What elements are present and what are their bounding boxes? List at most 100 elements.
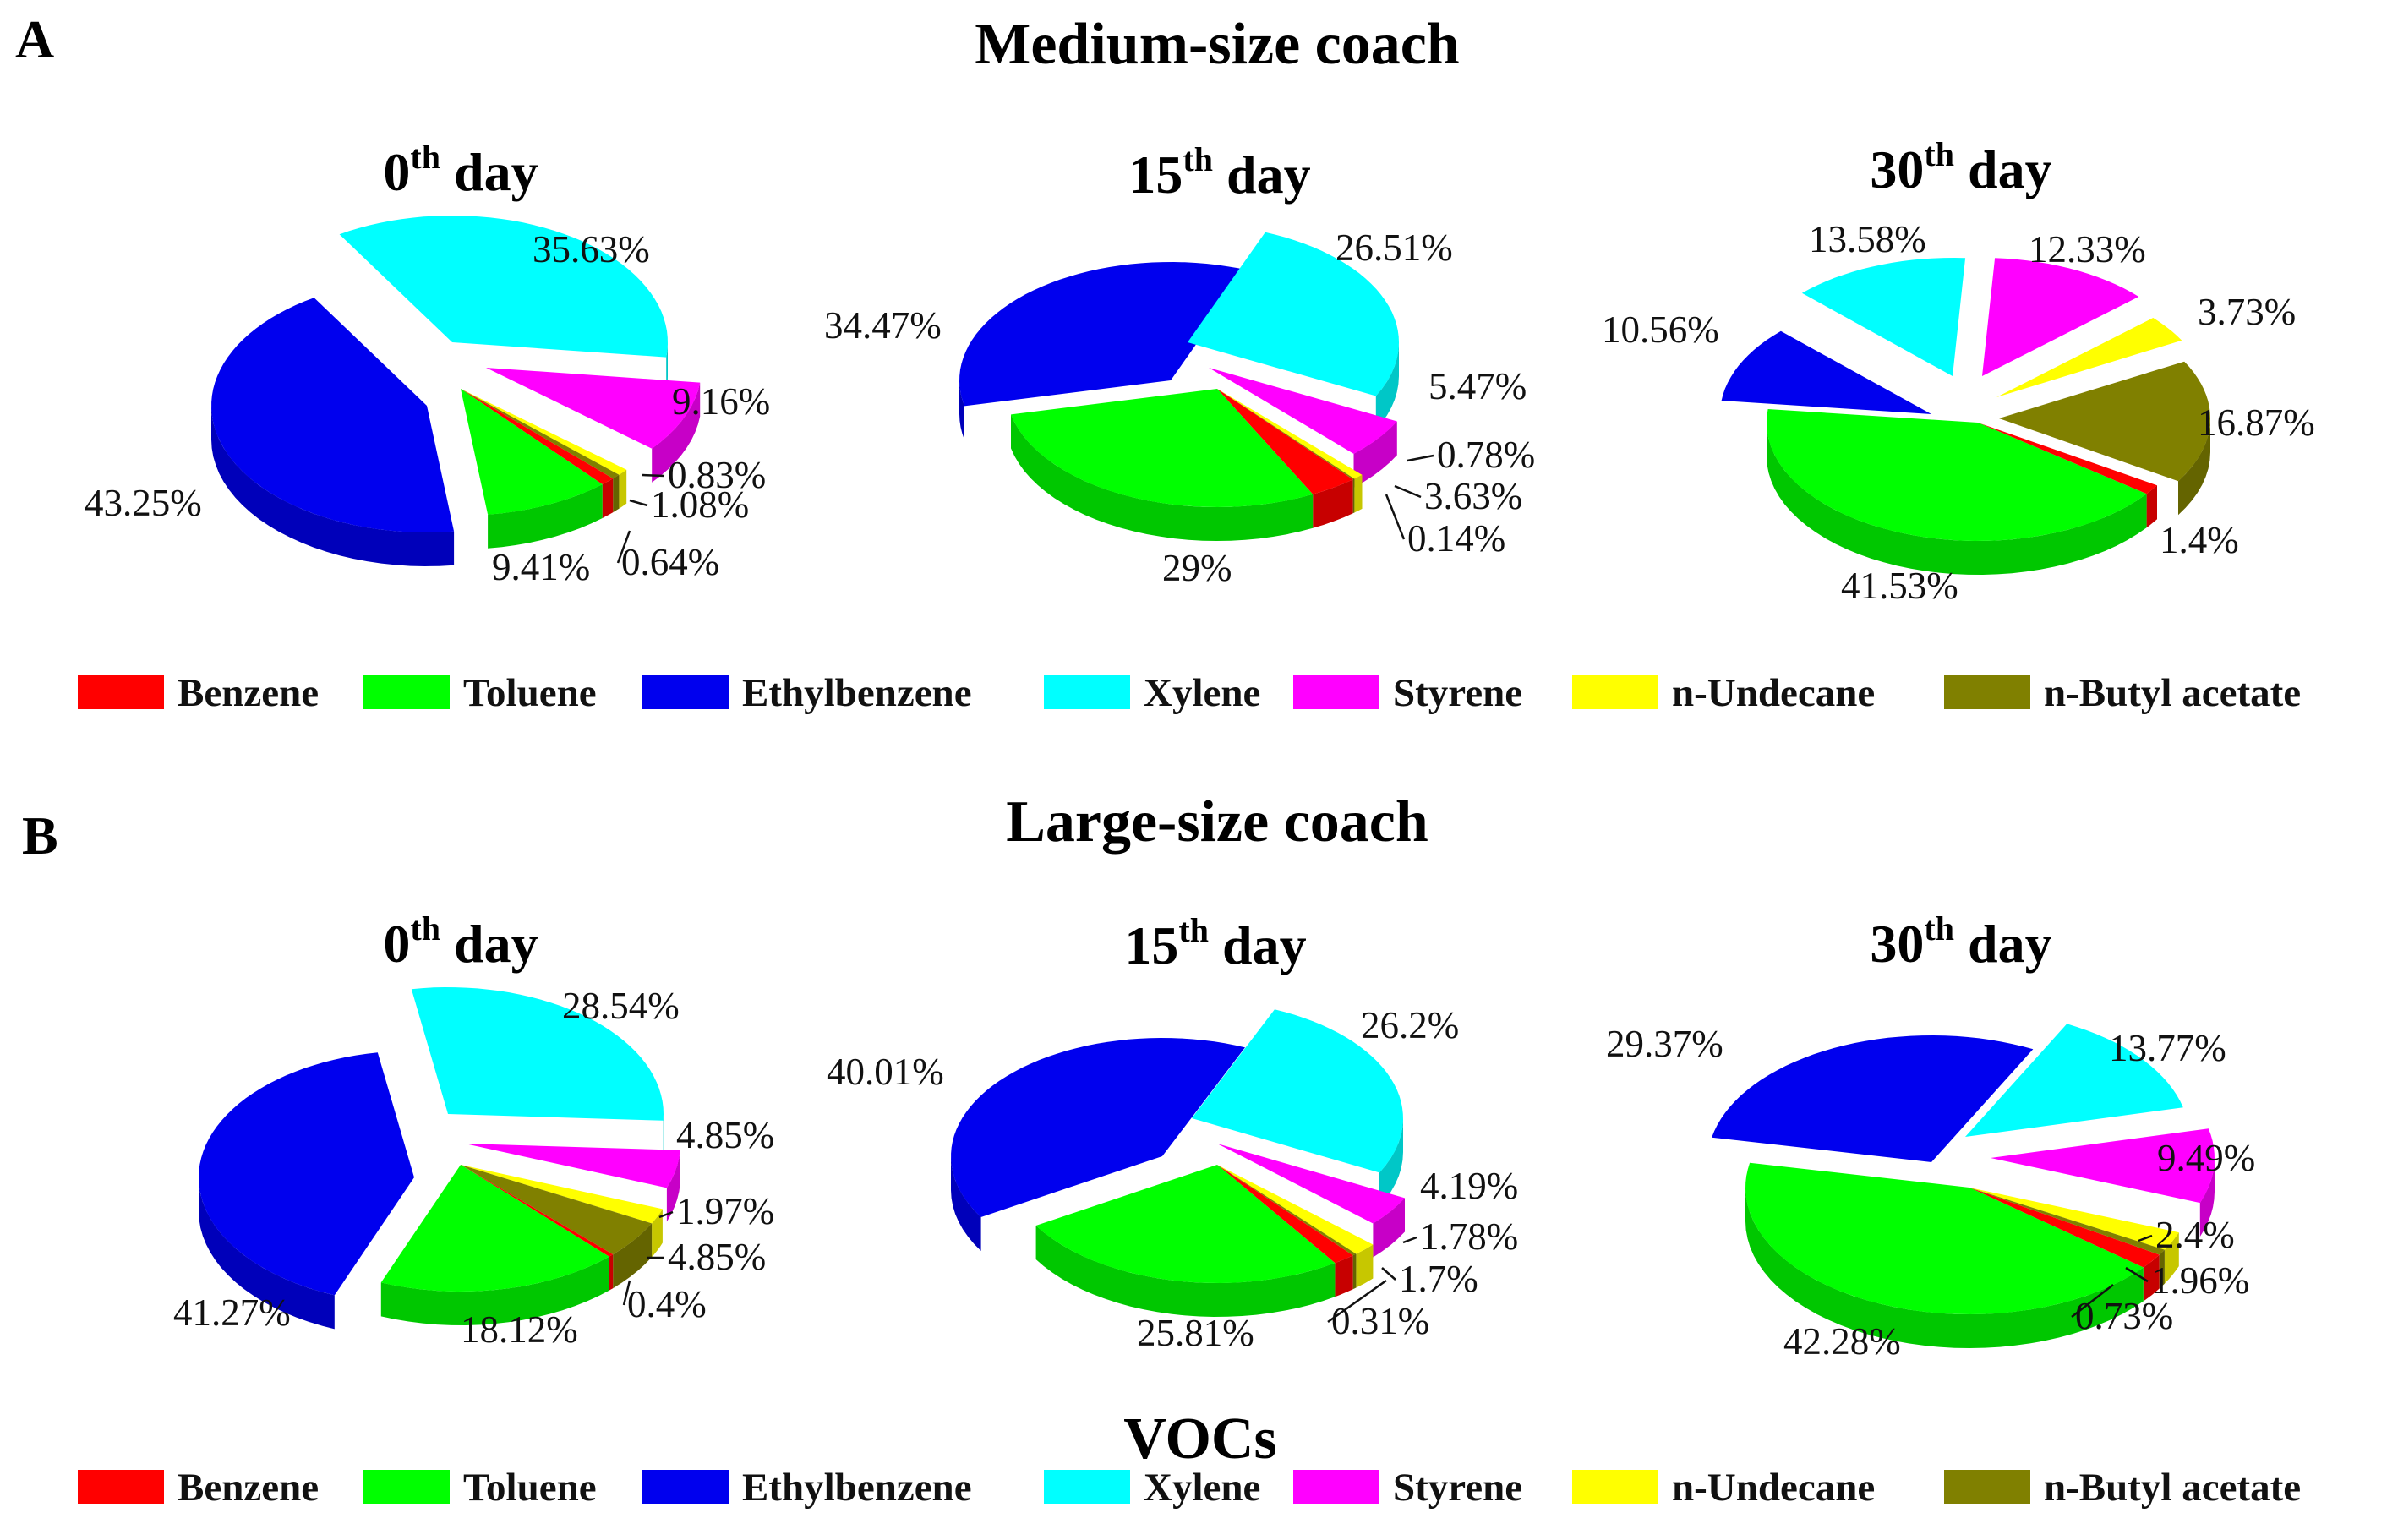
pie-slice-benzene <box>1978 423 2157 494</box>
leader-line <box>2071 1284 2114 1318</box>
legend-label-ethylbenzene: Ethylbenzene <box>742 1466 972 1510</box>
legend-label-toluene: Toluene <box>463 1466 597 1510</box>
legend-panel-b: Benzene Toluene Ethylbenzene Xylene Styrene n… <box>78 1466 2301 1510</box>
pie-b1-title: 15th day <box>1124 911 1306 975</box>
slice-label-styrene: 4.85% <box>676 1114 774 1156</box>
leader-line <box>642 473 665 478</box>
slice-label-n-butyl-acetate: 4.85% <box>668 1236 766 1278</box>
pie-slice-n-butyl-acetate <box>1969 1188 2165 1255</box>
leader-line <box>658 1210 674 1219</box>
pie-slice-ethylbenzene <box>199 1052 414 1296</box>
pie-slice-styrene <box>1991 1128 2215 1204</box>
legend-label-xylene: Xylene <box>1144 671 1260 715</box>
pie-slice-n-undecane <box>461 389 627 475</box>
pie-slice-toluene <box>1035 1165 1336 1283</box>
pie-slice-xylene <box>1801 258 1966 376</box>
pie-slice-side-xylene <box>1375 342 1399 430</box>
slice-label-ethylbenzene: 29.37% <box>1606 1023 1723 1065</box>
slice-label-toluene: 18.12% <box>461 1308 578 1351</box>
slice-label-styrene: 4.19% <box>1420 1165 1518 1207</box>
legend-swatch-styrene <box>1293 675 1379 709</box>
leader-line <box>2138 1234 2153 1242</box>
pie-slice-side-toluene <box>488 484 603 549</box>
slice-label-benzene: 1.08% <box>651 483 749 526</box>
pie-slice-side-ethylbenzene <box>951 1156 981 1251</box>
pie-slice-ethylbenzene <box>211 298 455 532</box>
pie-slice-ethylbenzene <box>951 1038 1245 1217</box>
pie-slice-n-undecane <box>461 1165 663 1224</box>
legend-swatch-xylene <box>1044 1470 1130 1504</box>
pie-slice-styrene <box>486 368 701 449</box>
pie-slice-toluene <box>1767 409 2147 541</box>
pie-slice-n-butyl-acetate <box>461 1165 653 1255</box>
pie-slice-benzene <box>461 389 614 484</box>
pie-slice-ethylbenzene <box>959 262 1248 407</box>
slice-label-styrene: 9.49% <box>2157 1137 2255 1179</box>
pie-slice-toluene <box>1745 1162 2144 1314</box>
slice-label-ethylbenzene: 41.27% <box>173 1292 291 1334</box>
pie-chart-a-day15: 3.63% 29% 34.47% 26.51% 5.47% 0.78% 0.14% <box>824 227 1535 589</box>
pie-slice-benzene <box>1969 1188 2160 1268</box>
legend-swatch-n-undecane <box>1572 675 1658 709</box>
pie-slice-xylene <box>411 987 664 1121</box>
leader-line <box>629 499 648 507</box>
pie-slice-side-n-undecane <box>652 1209 663 1258</box>
slice-label-styrene: 12.33% <box>2029 228 2146 270</box>
pie-b2-title: 30th day <box>1870 909 2051 974</box>
pie-slice-side-toluene <box>1767 423 2147 575</box>
legend-label-benzene: Benzene <box>178 671 319 715</box>
pie-slice-xylene <box>1192 1009 1403 1173</box>
pie-chart-b-day30: 1.96% 42.28% 29.37% 13.77% 9.49% 2.4% 0.73% <box>1606 1023 2255 1363</box>
pie-slice-benzene <box>1217 389 1353 494</box>
slice-label-n-undecane: 2.4% <box>2155 1214 2235 1256</box>
slice-label-n-undecane: 3.73% <box>2198 291 2296 333</box>
pie-slice-n-undecane <box>1217 389 1363 479</box>
pie-slice-side-n-undecane <box>619 469 627 509</box>
slice-label-n-butyl-acetate: 0.64% <box>621 541 719 583</box>
slice-label-xylene: 28.54% <box>562 985 680 1027</box>
legend-title: VOCs <box>1123 1406 1276 1472</box>
pie-slice-side-toluene <box>1745 1188 2144 1348</box>
pie-slice-toluene <box>1011 389 1314 507</box>
leader-line <box>1327 1279 1387 1324</box>
pie-slice-side-benzene <box>2143 1254 2160 1302</box>
legend-swatch-n-butyl-acetate <box>1944 1470 2030 1504</box>
pie-slice-side-toluene <box>1035 1226 1336 1317</box>
pie-chart-b-day0: 0.4%18.12%41.27%28.54%4.85%1.97%4.85% <box>173 985 774 1351</box>
pie-slice-side-n-butyl-acetate <box>613 474 620 513</box>
slice-label-styrene: 5.47% <box>1428 365 1527 407</box>
pie-slice-benzene <box>461 1165 614 1257</box>
pie-b0-title: 0th day <box>383 909 538 974</box>
pie-slice-side-ethylbenzene <box>959 380 964 440</box>
pie-slice-n-butyl-acetate <box>1217 389 1355 480</box>
slice-label-ethylbenzene: 43.25% <box>85 482 202 524</box>
legend-panel-a: Benzene Toluene Ethylbenzene Xylene Styrene n… <box>78 671 2301 715</box>
pie-slice-n-butyl-acetate <box>1999 361 2210 482</box>
slice-label-benzene: 0.4% <box>627 1283 707 1325</box>
pie-slice-side-n-undecane <box>1356 1244 1374 1288</box>
legend-label-xylene: Xylene <box>1144 1466 1260 1510</box>
legend-swatch-toluene <box>363 1470 450 1504</box>
slice-label-xylene: 35.63% <box>533 228 650 270</box>
slice-label-ethylbenzene: 40.01% <box>827 1051 944 1093</box>
legend-label-n-undecane: n-Undecane <box>1672 671 1875 715</box>
legend-label-n-undecane: n-Undecane <box>1672 1466 1875 1510</box>
pie-slice-side-n-undecane <box>2164 1232 2179 1284</box>
slice-label-toluene: 29% <box>1162 547 1232 589</box>
legend-label-n-butyl-acetate: n-Butyl acetate <box>2044 1466 2301 1510</box>
slice-label-xylene: 26.51% <box>1336 227 1453 269</box>
pie-chart-a-day30: 1.4% 41.53% 10.56% 13.58% 12.33% 3.73% 16.87% <box>1602 218 2315 607</box>
pie-slice-side-toluene <box>1011 414 1314 541</box>
pie-slice-side-benzene <box>602 478 614 518</box>
pie-slice-side-styrene <box>652 382 701 483</box>
slice-label-n-butyl-acetate: 0.31% <box>1331 1300 1429 1342</box>
pie-slice-n-butyl-acetate <box>1217 1165 1357 1256</box>
legend-swatch-styrene <box>1293 1470 1379 1504</box>
pie-slice-side-n-butyl-acetate <box>1352 1253 1357 1290</box>
pie-chart-b-day15: 1.7% 25.81% 40.01% 26.2% 4.19% 1.78% 0.31% <box>827 1004 1518 1354</box>
slice-label-toluene: 41.53% <box>1841 565 1958 607</box>
pie-slice-n-undecane <box>1217 1165 1374 1254</box>
panel-b-letter: B <box>22 805 58 866</box>
slice-label-styrene: 9.16% <box>672 380 770 423</box>
slice-label-n-butyl-acetate: 16.87% <box>2198 401 2315 444</box>
